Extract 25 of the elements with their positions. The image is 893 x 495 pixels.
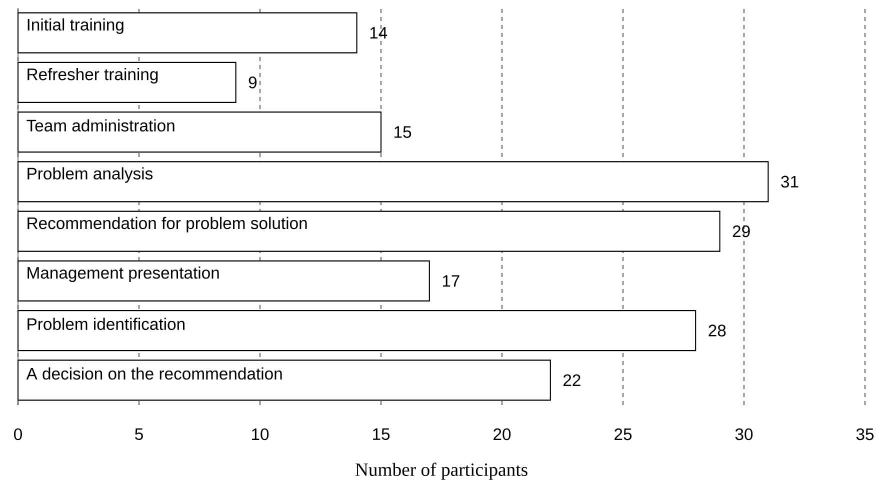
x-tick-label: 15: [373, 428, 390, 440]
data-label: 14: [370, 27, 388, 39]
y-tick-label: Team administration: [26, 119, 174, 132]
data-label: 28: [708, 324, 726, 336]
data-label: 15: [394, 126, 412, 138]
x-tick-label: 5: [135, 428, 143, 440]
data-label: 17: [442, 275, 460, 287]
x-tick-label: 0: [14, 428, 22, 440]
data-label: 29: [732, 225, 750, 238]
data-label: 31: [781, 176, 798, 188]
data-label: 9: [248, 76, 257, 88]
x-tick-label: 20: [494, 428, 511, 440]
y-tick-label: Problem identification: [28, 318, 184, 330]
x-tick-label: 25: [614, 428, 632, 440]
y-tick-label: Recommendation for problem solution: [28, 216, 307, 232]
x-tick-label: 35: [856, 428, 874, 440]
y-tick-label: A decision on the recommendation: [26, 367, 282, 380]
data-label: 22: [564, 374, 580, 386]
x-tick-label: 10: [252, 428, 269, 440]
x-tick-label: 30: [735, 428, 753, 440]
y-tick-label: Refresher training: [28, 68, 158, 84]
x-axis-title: Number of participants: [355, 462, 528, 480]
y-tick-label: Initial training: [28, 18, 124, 34]
y-tick-label: Problem analysis: [28, 167, 153, 183]
y-tick-label: Management presentation: [28, 266, 219, 282]
